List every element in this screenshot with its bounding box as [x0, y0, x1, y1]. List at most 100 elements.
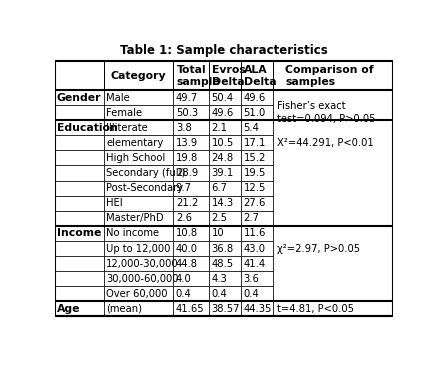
Bar — [241, 286, 273, 302]
Bar — [241, 302, 273, 316]
Text: 28.9: 28.9 — [176, 168, 198, 178]
Bar — [209, 302, 241, 316]
Text: 12.5: 12.5 — [243, 183, 266, 193]
Text: 41.65: 41.65 — [176, 304, 205, 314]
Bar — [273, 61, 393, 90]
Text: 4.0: 4.0 — [176, 274, 191, 284]
Bar — [104, 181, 173, 196]
Text: 5.4: 5.4 — [243, 123, 260, 133]
Text: Female: Female — [106, 108, 142, 118]
Text: 2.7: 2.7 — [243, 213, 260, 223]
Bar — [104, 135, 173, 150]
Text: 19.8: 19.8 — [176, 153, 198, 163]
Bar — [55, 241, 104, 256]
Bar — [173, 135, 209, 150]
Bar — [173, 196, 209, 211]
Bar — [209, 226, 241, 241]
Text: 44.8: 44.8 — [176, 259, 198, 269]
Text: HEI: HEI — [106, 198, 123, 208]
Text: Illiterate: Illiterate — [106, 123, 148, 133]
Bar — [55, 211, 104, 226]
Text: Evros
Delta: Evros Delta — [212, 64, 246, 87]
Bar — [104, 90, 173, 105]
Bar — [173, 61, 209, 90]
Bar — [273, 226, 393, 302]
Bar — [104, 196, 173, 211]
Text: Income: Income — [57, 228, 101, 238]
Bar — [241, 150, 273, 165]
Bar — [209, 150, 241, 165]
Bar — [173, 256, 209, 271]
Text: Master/PhD: Master/PhD — [106, 213, 164, 223]
Text: ALA
Delta: ALA Delta — [244, 64, 277, 87]
Bar — [241, 271, 273, 286]
Bar — [209, 61, 241, 90]
Text: Age: Age — [57, 304, 80, 314]
Text: Post-Secondary: Post-Secondary — [106, 183, 183, 193]
Bar — [173, 241, 209, 256]
Bar — [173, 90, 209, 105]
Text: t=4.81, P<0.05: t=4.81, P<0.05 — [277, 304, 354, 314]
Text: 51.0: 51.0 — [243, 108, 266, 118]
Bar — [173, 302, 209, 316]
Text: Male: Male — [106, 92, 130, 102]
Bar — [55, 181, 104, 196]
Text: No income: No income — [106, 228, 159, 238]
Text: Up to 12,000: Up to 12,000 — [106, 243, 170, 253]
Bar — [104, 105, 173, 120]
Text: 38.57: 38.57 — [212, 304, 240, 314]
Text: 14.3: 14.3 — [212, 198, 233, 208]
Bar — [173, 286, 209, 302]
Text: 36.8: 36.8 — [212, 243, 233, 253]
Bar — [55, 302, 104, 316]
Bar — [104, 241, 173, 256]
Text: Category: Category — [111, 71, 166, 81]
Bar — [209, 105, 241, 120]
Text: 24.8: 24.8 — [212, 153, 233, 163]
Text: 50.4: 50.4 — [212, 92, 233, 102]
Text: 0.4: 0.4 — [176, 289, 191, 299]
Text: 0.4: 0.4 — [243, 289, 259, 299]
Bar — [241, 120, 273, 135]
Bar — [104, 226, 173, 241]
Bar — [55, 135, 104, 150]
Bar — [241, 61, 273, 90]
Bar — [104, 61, 173, 90]
Bar — [209, 135, 241, 150]
Text: Fisher’s exact
test=0.094, P>0.05: Fisher’s exact test=0.094, P>0.05 — [277, 101, 376, 124]
Text: 2.6: 2.6 — [176, 213, 192, 223]
Text: 10.5: 10.5 — [212, 138, 234, 148]
Text: Secondary (full): Secondary (full) — [106, 168, 185, 178]
Bar — [241, 241, 273, 256]
Bar — [173, 211, 209, 226]
Bar — [55, 271, 104, 286]
Bar — [104, 302, 173, 316]
Text: 21.2: 21.2 — [176, 198, 198, 208]
Bar — [173, 165, 209, 181]
Text: 15.2: 15.2 — [243, 153, 266, 163]
Text: 27.6: 27.6 — [243, 198, 266, 208]
Bar — [241, 181, 273, 196]
Bar — [273, 302, 393, 316]
Bar — [209, 286, 241, 302]
Text: 30,000-60,000: 30,000-60,000 — [106, 274, 179, 284]
Text: 0.4: 0.4 — [212, 289, 227, 299]
Bar — [173, 105, 209, 120]
Bar — [104, 271, 173, 286]
Bar — [241, 90, 273, 105]
Bar — [104, 286, 173, 302]
Bar — [55, 196, 104, 211]
Bar — [209, 120, 241, 135]
Text: 43.0: 43.0 — [243, 243, 266, 253]
Text: elementary: elementary — [106, 138, 163, 148]
Text: Table 1: Sample characteristics: Table 1: Sample characteristics — [120, 44, 328, 57]
Bar — [173, 150, 209, 165]
Bar — [173, 271, 209, 286]
Bar — [173, 181, 209, 196]
Text: (mean): (mean) — [106, 304, 142, 314]
Text: 50.3: 50.3 — [176, 108, 198, 118]
Text: 11.6: 11.6 — [243, 228, 266, 238]
Text: 12,000-30,000: 12,000-30,000 — [106, 259, 179, 269]
Bar — [241, 105, 273, 120]
Text: χ²=2.97, P>0.05: χ²=2.97, P>0.05 — [277, 243, 360, 253]
